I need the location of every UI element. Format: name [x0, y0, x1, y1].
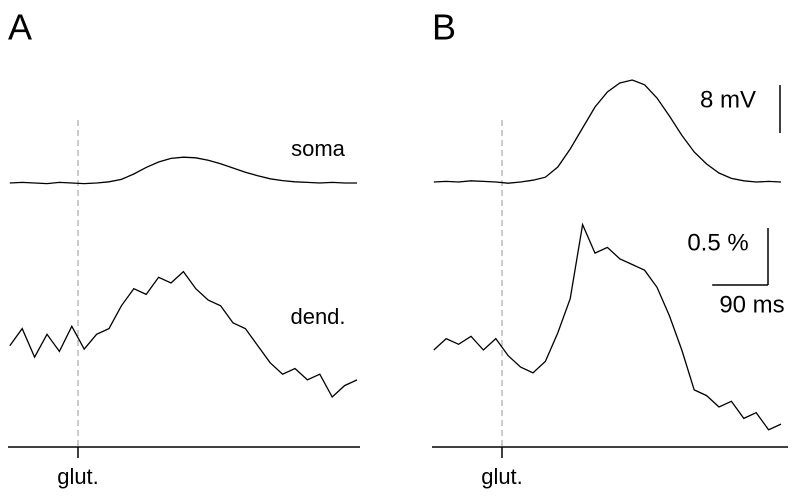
trace	[433, 79, 782, 184]
scale-label: 8 mV	[700, 86, 756, 113]
scale-label: 0.5 %	[687, 229, 748, 256]
trace	[9, 270, 358, 399]
scale-label: 90 ms	[719, 291, 784, 318]
trace	[433, 222, 782, 431]
stimulus-label: glut.	[57, 464, 99, 489]
trace	[9, 156, 357, 185]
stimulus-label: glut.	[481, 464, 523, 489]
panel-label: B	[432, 7, 456, 48]
panel-label: A	[8, 7, 32, 48]
trace-label: soma	[291, 136, 346, 161]
trace-label: dend.	[290, 304, 345, 329]
